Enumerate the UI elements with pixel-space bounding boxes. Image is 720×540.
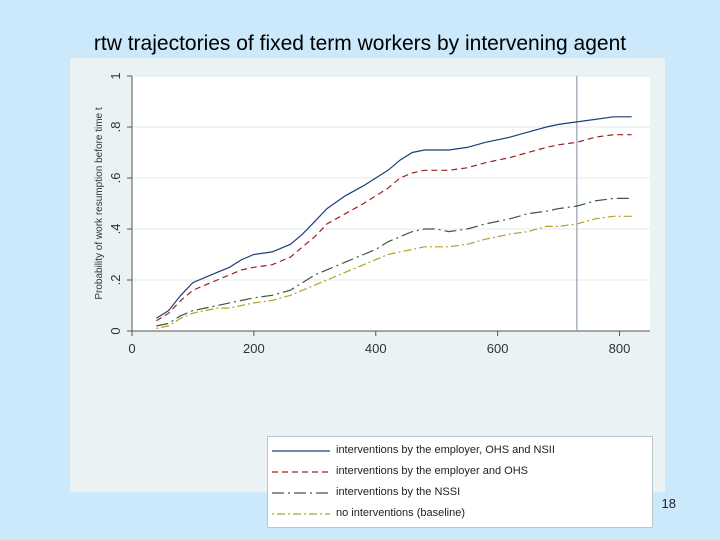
legend: interventions by the employer, OHS and N… — [267, 436, 653, 528]
legend-swatch — [272, 450, 330, 452]
slide-title: rtw trajectories of fixed term workers b… — [93, 32, 627, 55]
y-tick-label: .6 — [108, 173, 123, 184]
series-line — [156, 116, 632, 319]
y-tick-label: 1 — [108, 72, 123, 79]
legend-swatch — [272, 492, 330, 494]
x-tick-label: 400 — [365, 341, 387, 356]
series-line — [156, 197, 632, 327]
legend-label: interventions by the employer, OHS and N… — [336, 444, 555, 456]
y-axis-label: Probability of work resumption before ti… — [94, 107, 105, 300]
legend-swatch — [272, 513, 330, 515]
y-tick-label: .8 — [108, 122, 123, 133]
x-tick-label: 600 — [487, 341, 509, 356]
x-tick-label: 0 — [128, 341, 135, 356]
y-tick-label: .2 — [108, 275, 123, 286]
x-tick-label: 200 — [243, 341, 265, 356]
legend-item: interventions by the employer and OHS — [268, 462, 652, 482]
page-number: 18 — [661, 496, 676, 511]
y-tick-label: .4 — [108, 224, 123, 235]
legend-label: interventions by the NSSI — [336, 486, 461, 498]
series-line — [156, 134, 632, 322]
plot-background — [132, 76, 650, 331]
legend-swatch — [272, 471, 330, 473]
legend-item: interventions by the employer, OHS and N… — [268, 441, 652, 461]
legend-item: interventions by the NSSI — [268, 483, 652, 503]
y-tick-label: 0 — [108, 327, 123, 334]
series-line — [156, 215, 632, 329]
legend-item: no interventions (baseline) — [268, 504, 652, 524]
legend-label: no interventions (baseline) — [336, 507, 466, 519]
x-tick-label: 800 — [609, 341, 631, 356]
line-chart: 0 .2 .4 .6 .8 1 Probability of work resumption… — [94, 72, 650, 356]
legend-label: interventions by the employer and OHS — [336, 465, 528, 477]
chart-area: 0 .2 .4 .6 .8 1 Probability of work resumption… — [70, 58, 665, 528]
